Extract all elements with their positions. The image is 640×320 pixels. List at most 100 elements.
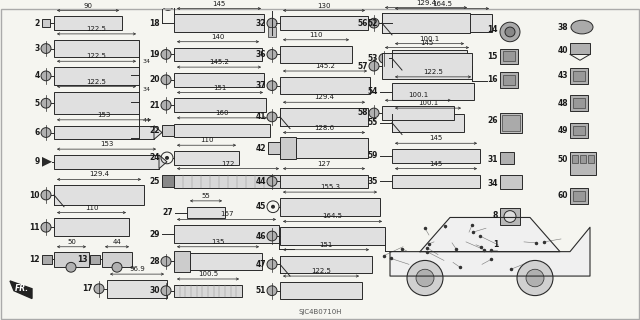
Circle shape xyxy=(161,50,171,59)
Bar xyxy=(280,108,368,126)
Text: 100.5: 100.5 xyxy=(198,271,218,277)
Text: 31: 31 xyxy=(488,156,498,164)
Circle shape xyxy=(271,205,275,209)
Text: 153: 153 xyxy=(100,141,113,147)
Circle shape xyxy=(505,27,515,37)
Text: 110: 110 xyxy=(200,137,213,143)
Bar xyxy=(174,14,264,32)
Text: SJC4B0710H: SJC4B0710H xyxy=(298,309,342,315)
Bar xyxy=(280,174,368,188)
Text: 140: 140 xyxy=(211,34,225,40)
Circle shape xyxy=(267,81,277,91)
Bar xyxy=(174,174,282,188)
Bar xyxy=(54,92,139,114)
Bar xyxy=(174,48,262,61)
Polygon shape xyxy=(390,227,590,276)
Circle shape xyxy=(66,262,76,272)
Bar xyxy=(174,124,270,137)
Bar xyxy=(502,115,520,131)
Circle shape xyxy=(165,156,169,160)
Bar xyxy=(392,114,464,132)
Bar xyxy=(162,175,174,187)
Bar xyxy=(54,40,139,57)
Circle shape xyxy=(41,190,51,200)
Text: 59: 59 xyxy=(367,151,378,160)
Bar xyxy=(570,95,588,111)
Bar xyxy=(280,282,362,300)
Circle shape xyxy=(267,286,277,296)
Bar xyxy=(382,53,472,79)
Bar xyxy=(54,252,89,267)
Bar xyxy=(570,43,590,54)
Text: 40: 40 xyxy=(557,46,568,55)
Bar xyxy=(570,152,596,175)
Text: 51: 51 xyxy=(255,286,266,295)
Text: 42: 42 xyxy=(255,144,266,153)
Text: 155.3: 155.3 xyxy=(320,184,340,190)
Bar xyxy=(268,27,276,37)
Text: FR.: FR. xyxy=(15,284,29,293)
Text: 8: 8 xyxy=(493,211,498,220)
Circle shape xyxy=(504,211,516,222)
Text: 50: 50 xyxy=(557,156,568,164)
Polygon shape xyxy=(420,218,560,252)
Text: 41: 41 xyxy=(255,112,266,121)
Bar xyxy=(54,67,139,85)
Bar xyxy=(102,252,132,267)
Circle shape xyxy=(369,108,379,118)
Bar xyxy=(54,16,122,30)
Bar xyxy=(42,19,50,27)
Bar xyxy=(174,73,264,87)
Text: 32: 32 xyxy=(255,19,266,28)
Bar xyxy=(174,251,190,272)
Text: 9: 9 xyxy=(35,157,40,166)
Bar xyxy=(570,68,588,84)
Text: 38: 38 xyxy=(557,23,568,32)
Text: 160: 160 xyxy=(215,110,228,116)
Bar xyxy=(570,123,588,138)
Text: 122.5: 122.5 xyxy=(86,79,106,85)
Bar xyxy=(268,142,280,154)
Polygon shape xyxy=(154,126,162,139)
Text: 164.5: 164.5 xyxy=(432,1,452,7)
Circle shape xyxy=(41,44,51,53)
Text: 17: 17 xyxy=(83,284,93,293)
Text: 46: 46 xyxy=(255,232,266,241)
Text: 44: 44 xyxy=(255,177,266,186)
Text: 100.1: 100.1 xyxy=(418,100,438,106)
Circle shape xyxy=(267,50,277,59)
Text: 5: 5 xyxy=(35,99,40,108)
Text: 145.2: 145.2 xyxy=(315,63,335,69)
Text: 127: 127 xyxy=(317,161,331,167)
Text: 19: 19 xyxy=(150,50,160,59)
Text: 151: 151 xyxy=(319,242,333,248)
Bar xyxy=(573,191,585,201)
Circle shape xyxy=(407,260,443,296)
Bar xyxy=(588,155,594,163)
Circle shape xyxy=(267,260,277,269)
Text: 49: 49 xyxy=(557,126,568,135)
Text: 4: 4 xyxy=(35,71,40,80)
Text: 29: 29 xyxy=(150,229,160,239)
Text: 122.5: 122.5 xyxy=(423,69,443,75)
Text: 54: 54 xyxy=(367,87,378,96)
Text: 12: 12 xyxy=(29,255,40,264)
Text: 110: 110 xyxy=(84,204,99,211)
Circle shape xyxy=(267,112,277,122)
Text: 130: 130 xyxy=(317,3,331,9)
Text: 129.4: 129.4 xyxy=(314,94,334,100)
Text: 128.6: 128.6 xyxy=(314,124,334,131)
Circle shape xyxy=(94,284,104,294)
Text: 45: 45 xyxy=(255,202,266,211)
Text: 15: 15 xyxy=(488,52,498,61)
Circle shape xyxy=(41,98,51,108)
Text: 2: 2 xyxy=(35,19,40,28)
Text: 167: 167 xyxy=(220,212,233,218)
Text: 110: 110 xyxy=(309,32,323,38)
Bar xyxy=(500,208,520,225)
Bar xyxy=(580,155,586,163)
Text: 52: 52 xyxy=(367,19,378,28)
Polygon shape xyxy=(10,281,32,299)
Bar xyxy=(503,52,515,61)
Text: 135: 135 xyxy=(211,239,225,245)
